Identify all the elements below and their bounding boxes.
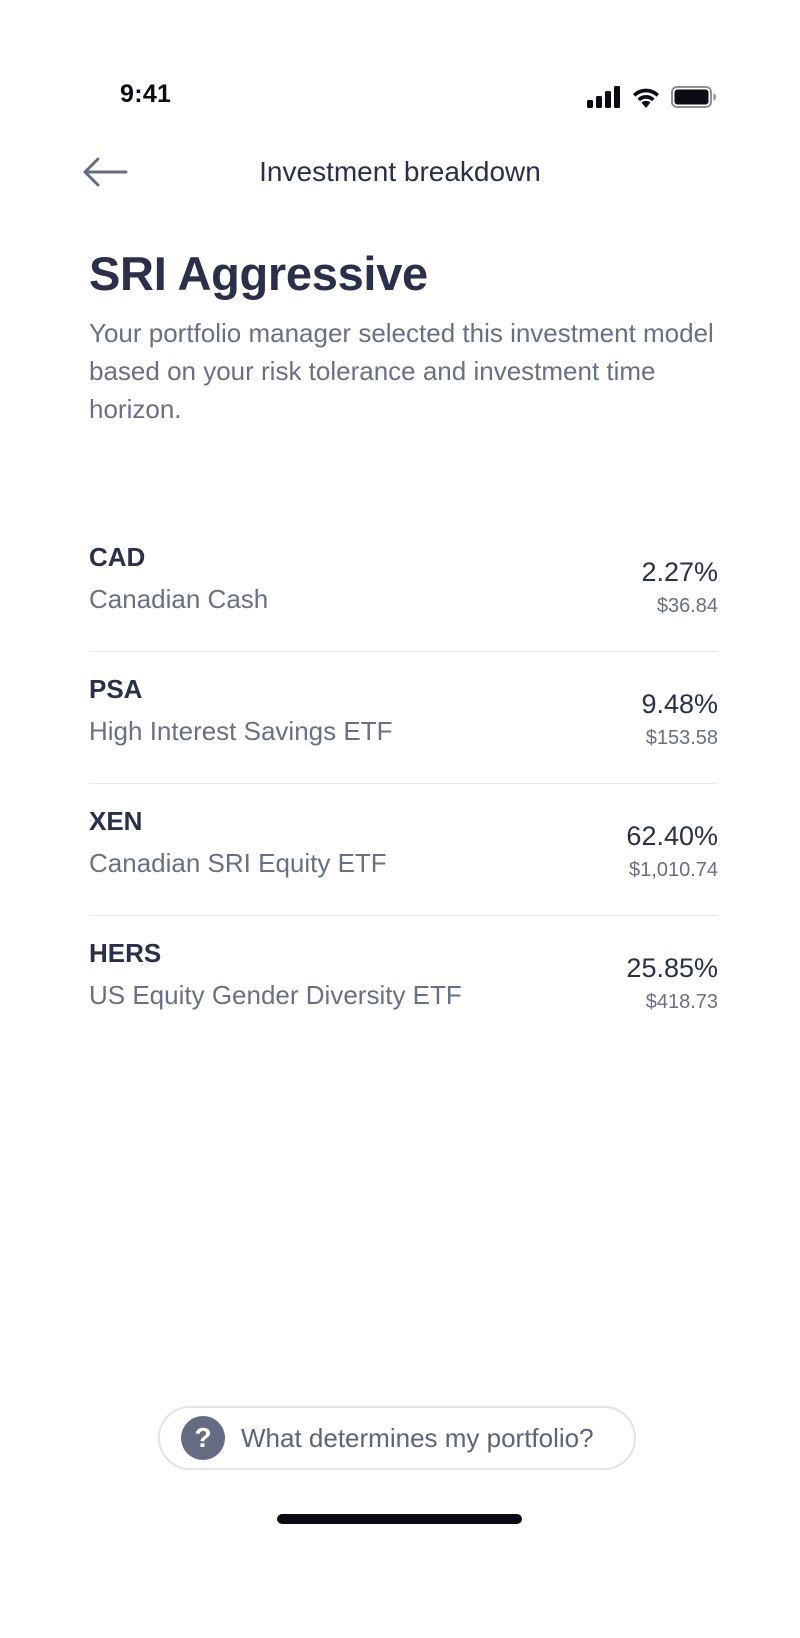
holding-percent: 25.85%	[626, 953, 718, 983]
holding-symbol: XEN	[89, 806, 143, 836]
holding-amount: $36.84	[656, 595, 718, 617]
wifi-icon	[633, 88, 659, 108]
holding-percent: 62.40%	[626, 821, 718, 851]
list-item[interactable]: PSA High Interest Savings ETF 9.48% $153…	[89, 652, 718, 784]
back-button[interactable]	[80, 152, 130, 192]
status-icons	[587, 84, 717, 108]
holding-percent: 2.27%	[641, 557, 718, 587]
holding-amount: $1,010.74	[629, 859, 718, 881]
list-item[interactable]: XEN Canadian SRI Equity ETF 62.40% $1,01…	[89, 784, 718, 916]
holding-name: High Interest Savings ETF	[89, 716, 393, 746]
portfolio-help-button[interactable]: ? What determines my portfolio?	[158, 1406, 636, 1470]
list-item[interactable]: HERS US Equity Gender Diversity ETF 25.8…	[89, 916, 718, 1047]
holding-percent: 9.48%	[641, 689, 718, 719]
nav-title: Investment breakdown	[259, 156, 541, 187]
battery-icon	[671, 86, 716, 108]
holding-amount: $418.73	[645, 991, 718, 1013]
home-indicator[interactable]	[277, 1514, 522, 1524]
holding-symbol: CAD	[89, 542, 146, 572]
status-time: 9:41	[120, 80, 172, 108]
holding-name: Canadian Cash	[89, 584, 269, 614]
question-mark-icon: ?	[181, 1416, 225, 1460]
list-item[interactable]: CAD Canadian Cash 2.27% $36.84	[89, 520, 718, 652]
cellular-signal-icon	[587, 86, 620, 108]
holding-name: US Equity Gender Diversity ETF	[89, 980, 462, 1010]
help-button-label: What determines my portfolio?	[241, 1422, 594, 1453]
holding-symbol: PSA	[89, 674, 143, 704]
holding-name: Canadian SRI Equity ETF	[89, 848, 387, 878]
page-title: SRI Aggressive	[89, 247, 428, 300]
page-description: Your portfolio manager selected this inv…	[89, 318, 714, 424]
holding-symbol: HERS	[89, 938, 162, 968]
holdings-list: CAD Canadian Cash 2.27% $36.84 PSA High …	[89, 520, 718, 1047]
navigation-bar: Investment breakdown	[0, 140, 800, 204]
status-bar: 9:41	[0, 0, 800, 130]
arrow-left-icon	[83, 157, 128, 187]
holding-amount: $153.58	[645, 727, 718, 749]
